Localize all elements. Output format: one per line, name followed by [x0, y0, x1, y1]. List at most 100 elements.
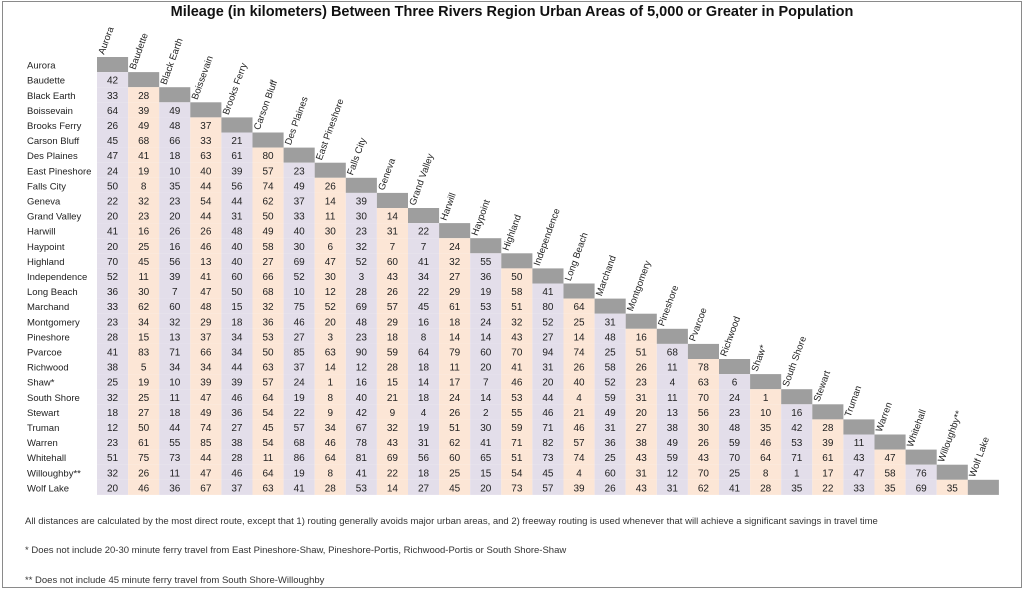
row-label-black-earth: Black Earth	[27, 91, 76, 102]
cell-value-east-pineshore-aurora: 24	[107, 166, 119, 177]
cell-value-long-beach-harwill: 29	[449, 287, 461, 298]
cell-bg-des-plaines-black-earth	[159, 147, 191, 163]
column-label-pvarcoe: Pvarcoe	[687, 306, 709, 343]
cell-bg-long-beach-grand-valley	[408, 283, 440, 299]
cell-value-des-plaines-baudette: 41	[138, 151, 150, 162]
cell-value-whitehall-shaw: 64	[760, 453, 772, 464]
cell-bg-carson-bluff-boissevain	[190, 132, 222, 148]
row-label-falls-city: Falls City	[27, 181, 66, 192]
cell-value-richwood-carson-bluff: 63	[262, 363, 274, 374]
cell-bg-shaw-brooks-ferry	[221, 374, 253, 390]
cell-value-richwood-marchand: 58	[605, 363, 617, 374]
cell-bg-highland-falls-city	[345, 253, 377, 269]
cell-value-richwood-haypoint: 20	[480, 363, 492, 374]
column-label-montgomery: Montgomery	[625, 259, 653, 313]
cell-value-warren-pineshore: 49	[667, 438, 679, 449]
cell-value-whitehall-falls-city: 81	[356, 453, 368, 464]
column-label-pineshore: Pineshore	[656, 284, 681, 328]
cell-bg-geneva-brooks-ferry	[221, 192, 253, 208]
cell-value-highland-brooks-ferry: 40	[231, 257, 243, 268]
cell-bg-south-shore-haypoint	[470, 389, 502, 405]
cell-bg-stewart-baudette	[128, 404, 160, 420]
cell-bg-truman-pvarcoe	[687, 419, 719, 435]
cell-bg-black-earth-aurora	[97, 87, 129, 103]
cell-bg-wolf-lake-haypoint	[470, 479, 502, 495]
cell-bg-south-shore-grand-valley	[408, 389, 440, 405]
row-label-brooks-ferry: Brooks Ferry	[27, 121, 82, 132]
cell-bg-willoughby-richwood	[719, 464, 751, 480]
cell-value-pineshore-boissevain: 37	[200, 332, 212, 343]
cell-value-stewart-haypoint: 2	[483, 408, 489, 419]
cell-value-pvarcoe-marchand: 25	[605, 348, 617, 359]
column-label-whitehall: Whitehall	[905, 408, 929, 448]
cell-value-wolf-lake-pineshore: 31	[667, 483, 679, 494]
cell-bg-east-pineshore-aurora	[97, 162, 129, 178]
cell-bg-stewart-south-shore	[781, 404, 813, 420]
cell-value-willoughby-aurora: 32	[107, 468, 119, 479]
cell-value-wolf-lake-stewart: 22	[822, 483, 834, 494]
cell-bg-highland-brooks-ferry	[221, 253, 253, 269]
cell-value-stewart-shaw: 10	[760, 408, 772, 419]
cell-value-whitehall-stewart: 61	[822, 453, 834, 464]
cell-value-pvarcoe-east-pineshore: 63	[325, 348, 337, 359]
cell-value-warren-falls-city: 78	[356, 438, 368, 449]
cell-bg-south-shore-highland	[501, 389, 533, 405]
cell-bg-east-pineshore-black-earth	[159, 162, 191, 178]
cell-bg-montgomery-falls-city	[345, 313, 377, 329]
cell-value-geneva-falls-city: 39	[356, 197, 368, 208]
cell-bg-truman-richwood	[719, 419, 751, 435]
cell-bg-stewart-long-beach	[563, 404, 595, 420]
cell-bg-shaw-carson-bluff	[252, 374, 284, 390]
cell-value-south-shore-carson-bluff: 64	[262, 393, 274, 404]
cell-bg-south-shore-carson-bluff	[252, 389, 284, 405]
cell-bg-geneva-east-pineshore	[314, 192, 346, 208]
cell-bg-truman-shaw	[750, 419, 782, 435]
cell-bg-des-plaines-brooks-ferry	[221, 147, 253, 163]
cell-bg-boissevain-baudette	[128, 102, 160, 118]
column-label-long-beach: Long Beach	[563, 231, 591, 282]
row-label-grand-valley: Grand Valley	[27, 212, 81, 223]
cell-bg-haypoint-baudette	[128, 238, 160, 254]
cell-value-pvarcoe-pineshore: 68	[667, 348, 679, 359]
cell-value-boissevain-aurora: 64	[107, 106, 119, 117]
cell-bg-baudette-aurora	[97, 72, 129, 88]
cell-value-shaw-falls-city: 16	[356, 378, 368, 389]
cell-value-pvarcoe-harwill: 79	[449, 348, 461, 359]
cell-value-willoughby-black-earth: 11	[170, 468, 181, 479]
cell-bg-whitehall-pvarcoe	[687, 449, 719, 465]
cell-bg-whitehall-geneva	[376, 449, 408, 465]
row-label-des-plaines: Des Plaines	[27, 151, 78, 162]
column-label-brooks-ferry: Brooks Ferry	[221, 61, 250, 116]
cell-value-independence-grand-valley: 34	[418, 272, 430, 283]
cell-bg-geneva-aurora	[97, 192, 129, 208]
cell-bg-willoughby-east-pineshore	[314, 464, 346, 480]
row-label-montgomery: Montgomery	[27, 317, 80, 328]
cell-value-montgomery-black-earth: 32	[169, 317, 181, 328]
cell-value-pineshore-black-earth: 13	[169, 332, 181, 343]
cell-value-falls-city-carson-bluff: 74	[262, 181, 274, 192]
cell-value-brooks-ferry-aurora: 26	[107, 121, 119, 132]
cell-value-highland-baudette: 45	[138, 257, 150, 268]
diagonal-cell-montgomery	[625, 313, 657, 329]
cell-value-highland-black-earth: 56	[169, 257, 181, 268]
cell-value-wolf-lake-aurora: 20	[107, 483, 119, 494]
cell-value-truman-geneva: 32	[387, 423, 399, 434]
cell-value-long-beach-des-plaines: 10	[294, 287, 306, 298]
cell-bg-shaw-geneva	[376, 374, 408, 390]
cell-bg-pineshore-marchand	[594, 328, 626, 344]
cell-value-marchand-long-beach: 64	[573, 302, 585, 313]
cell-value-truman-falls-city: 67	[356, 423, 368, 434]
cell-bg-independence-black-earth	[159, 268, 191, 284]
note-routing: All distances are calculated by the most…	[25, 516, 878, 527]
cell-bg-independence-haypoint	[470, 268, 502, 284]
cell-value-long-beach-highland: 58	[511, 287, 523, 298]
cell-value-marchand-geneva: 57	[387, 302, 399, 313]
cell-bg-richwood-aurora	[97, 359, 129, 375]
cell-bg-highland-baudette	[128, 253, 160, 269]
cell-value-harwill-aurora: 41	[107, 227, 119, 238]
cell-bg-montgomery-aurora	[97, 313, 129, 329]
cell-bg-willoughby-highland	[501, 464, 533, 480]
cell-value-long-beach-carson-bluff: 68	[262, 287, 274, 298]
cell-bg-pineshore-aurora	[97, 328, 129, 344]
cell-bg-warren-black-earth	[159, 434, 191, 450]
